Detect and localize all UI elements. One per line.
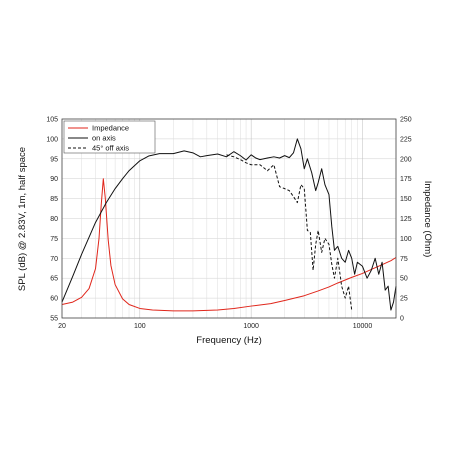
series-lines (61, 138, 397, 312)
y-tick-label: 95 (50, 156, 58, 163)
legend: Impedance on axis 45° off axis (63, 120, 156, 154)
y-tick-label: 100 (46, 136, 58, 143)
legend-label-off-axis: 45° off axis (92, 144, 129, 153)
y-tick-label: 80 (50, 216, 58, 223)
y2-tick-labels: 0 25 50 75 100 125 150 175 200 225 250 (400, 117, 412, 323)
legend-label-on-axis: on axis (92, 134, 116, 143)
plot-frame (61, 118, 397, 319)
y2-tick-label: 200 (400, 156, 412, 163)
y-tick-label: 85 (50, 196, 58, 203)
y2-tick-label: 150 (400, 196, 412, 203)
on-axis-line (61, 138, 397, 311)
y-tick-label: 75 (50, 236, 58, 243)
y2-tick-label: 50 (400, 276, 408, 283)
y-tick-label: 65 (50, 276, 58, 283)
y2-tick-label: 250 (400, 117, 412, 124)
y-tick-label: 90 (50, 176, 58, 183)
y2-tick-label: 25 (400, 296, 408, 303)
y2-tick-label: 225 (400, 136, 412, 143)
y-tick-label: 55 (50, 316, 58, 323)
x-tick-label: 10000 (353, 323, 373, 330)
y-axis-title: SPL (dB) @ 2.83V, 1m, half space (17, 147, 28, 291)
x-axis-title: Frequency (Hz) (196, 335, 261, 346)
legend-box (63, 120, 156, 154)
off-axis-45-line (226, 154, 353, 311)
legend-label-impedance: Impedance (92, 124, 129, 133)
y2-tick-label: 0 (400, 316, 404, 323)
y2-axis-title: Impedance (Ohm) (422, 181, 433, 258)
impedance-line (61, 178, 397, 312)
y-tick-label: 60 (50, 296, 58, 303)
y-tick-label: 70 (50, 256, 58, 263)
y2-tick-label: 175 (400, 176, 412, 183)
x-tick-label: 1000 (243, 323, 259, 330)
x-tick-labels: 20 100 1000 10000 (58, 323, 372, 330)
y2-tick-label: 125 (400, 216, 412, 223)
y-tick-label: 105 (46, 117, 58, 124)
y-tick-labels: 55 60 65 70 75 80 85 90 95 100 105 (46, 117, 58, 323)
y2-tick-label: 100 (400, 236, 412, 243)
x-tick-label: 20 (58, 323, 66, 330)
x-tick-label: 100 (134, 323, 146, 330)
y2-tick-label: 75 (400, 256, 408, 263)
